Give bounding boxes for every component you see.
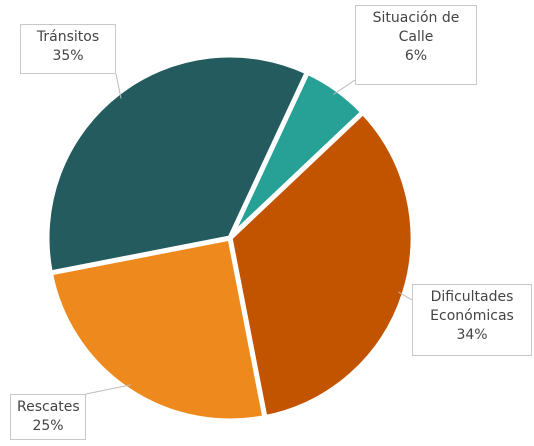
value-label: 35% bbox=[52, 48, 84, 64]
leader-line bbox=[333, 79, 356, 95]
category-label: Rescates bbox=[17, 399, 80, 415]
leader-line bbox=[115, 73, 122, 99]
slice-label: Situación de Calle 6% bbox=[355, 5, 477, 85]
value-label: 34% bbox=[456, 327, 488, 343]
pie-slice bbox=[44, 52, 310, 276]
pie-slice bbox=[47, 235, 268, 424]
slice-label: Tránsitos 35% bbox=[20, 24, 116, 74]
category-label: Situación de Calle bbox=[372, 10, 460, 45]
leader-line bbox=[398, 291, 413, 301]
leader-line bbox=[85, 384, 132, 395]
slice-label: Rescates 25% bbox=[10, 394, 86, 440]
category-label: Tránsitos bbox=[36, 29, 100, 45]
value-label: 6% bbox=[404, 48, 428, 64]
pie-slice bbox=[227, 109, 416, 421]
category-label: Dificultades Económicas bbox=[430, 289, 514, 324]
slice-label: Dificultades Económicas 34% bbox=[412, 284, 532, 356]
value-label: 25% bbox=[32, 418, 64, 434]
